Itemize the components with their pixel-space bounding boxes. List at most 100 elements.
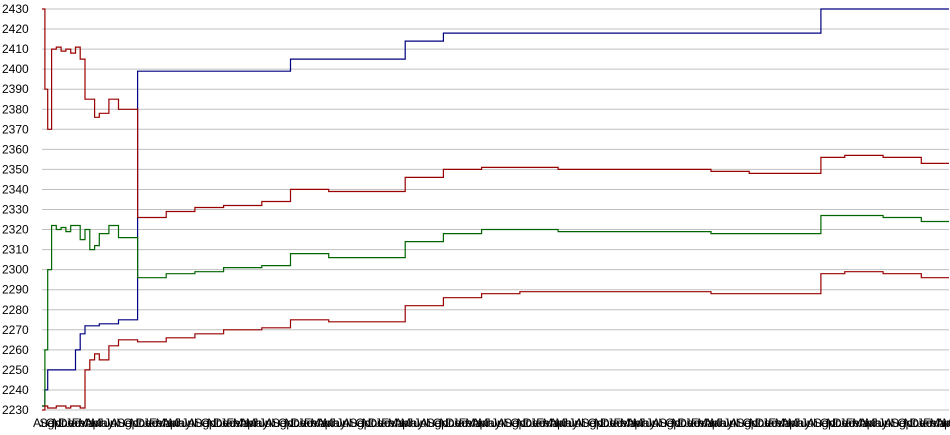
x-tick-label: Dec bbox=[756, 416, 777, 430]
x-tick-label: Apr bbox=[627, 416, 646, 430]
x-tick-label: Jul bbox=[181, 416, 196, 430]
x-tick-label: Oct bbox=[665, 416, 684, 430]
x-tick-label: Dec bbox=[523, 416, 544, 430]
x-tick-label: Jul bbox=[878, 416, 893, 430]
x-tick-label: May bbox=[710, 416, 733, 430]
x-tick-label: Jan bbox=[375, 416, 394, 430]
y-tick-label: 2270 bbox=[2, 323, 29, 337]
x-tick-label: Sep bbox=[891, 416, 913, 430]
x-tick-label: May bbox=[943, 416, 950, 430]
x-tick-label: Nov bbox=[439, 416, 460, 430]
x-tick-label: Oct bbox=[123, 416, 142, 430]
x-tick-label: Jun bbox=[98, 416, 117, 430]
x-tick-label: Oct bbox=[433, 416, 452, 430]
x-tick-label: May bbox=[556, 416, 579, 430]
x-tick-label: Jul bbox=[336, 416, 351, 430]
x-tick-label: Jun bbox=[175, 416, 194, 430]
x-tick-label: Nov bbox=[52, 416, 73, 430]
x-tick-label: Dec bbox=[59, 416, 80, 430]
x-tick-label: Mar bbox=[852, 416, 873, 430]
x-tick-label: Aug bbox=[188, 416, 209, 430]
x-tick-label: Mar bbox=[233, 416, 254, 430]
x-tick-label: Feb bbox=[768, 416, 789, 430]
x-tick-label: Aug bbox=[265, 416, 286, 430]
x-tick-label: Aug bbox=[730, 416, 751, 430]
x-tick-label: Nov bbox=[207, 416, 228, 430]
y-tick-label: 2320 bbox=[2, 223, 29, 237]
x-tick-label: Sep bbox=[814, 416, 836, 430]
x-tick-label: Apr bbox=[317, 416, 336, 430]
x-tick-label: Apr bbox=[85, 416, 104, 430]
x-tick-label: Aug bbox=[652, 416, 673, 430]
x-tick-label: Apr bbox=[859, 416, 878, 430]
x-tick-label: Feb bbox=[149, 416, 170, 430]
x-tick-label: Nov bbox=[904, 416, 925, 430]
x-tick-label: Mar bbox=[930, 416, 950, 430]
x-tick-label: Oct bbox=[356, 416, 375, 430]
x-tick-label: Apr bbox=[239, 416, 258, 430]
x-tick-label: Feb bbox=[846, 416, 867, 430]
y-tick-label: 2420 bbox=[2, 22, 29, 36]
x-tick-label: Jul bbox=[104, 416, 119, 430]
x-tick-label: Nov bbox=[672, 416, 693, 430]
x-tick-label: Oct bbox=[510, 416, 529, 430]
x-tick-label: Aug bbox=[343, 416, 364, 430]
x-tick-label: Mar bbox=[156, 416, 177, 430]
series-line-1 bbox=[42, 8, 949, 407]
y-axis: 2230 2240 2250 2260 2270 2280 2290 2300 2310 2320… bbox=[2, 2, 29, 417]
x-tick-label: Jun bbox=[794, 416, 813, 430]
x-tick-label: Apr bbox=[936, 416, 950, 430]
y-tick-label: 2240 bbox=[2, 383, 29, 397]
x-tick-label: Jun bbox=[252, 416, 271, 430]
y-tick-label: 2300 bbox=[2, 263, 29, 277]
x-tick-label: Jun bbox=[485, 416, 504, 430]
x-tick-label: Sep bbox=[117, 416, 139, 430]
x-tick-label: Jan bbox=[452, 416, 471, 430]
x-tick-label: Jan bbox=[839, 416, 858, 430]
x-tick-label: May bbox=[478, 416, 501, 430]
x-tick-label: Mar bbox=[543, 416, 564, 430]
x-tick-label: Nov bbox=[285, 416, 306, 430]
x-tick-label: May bbox=[865, 416, 888, 430]
x-tick-label: Aug bbox=[33, 416, 54, 430]
x-tick-label: Dec bbox=[214, 416, 235, 430]
y-tick-label: 2380 bbox=[2, 102, 29, 116]
x-tick-label: Jul bbox=[646, 416, 661, 430]
x-tick-label: Jan bbox=[220, 416, 239, 430]
x-tick-label: Dec bbox=[446, 416, 467, 430]
y-tick-label: 2430 bbox=[2, 2, 29, 16]
x-tick-label: Oct bbox=[201, 416, 220, 430]
x-tick-label: Dec bbox=[291, 416, 312, 430]
x-tick-label: Sep bbox=[736, 416, 758, 430]
x-tick-label: Sep bbox=[349, 416, 371, 430]
x-tick-label: Feb bbox=[227, 416, 248, 430]
x-tick-label: Aug bbox=[498, 416, 519, 430]
y-tick-label: 2310 bbox=[2, 243, 29, 257]
x-tick-label: Jun bbox=[717, 416, 736, 430]
x-tick-label: May bbox=[788, 416, 811, 430]
x-tick-label: Apr bbox=[394, 416, 413, 430]
x-tick-label: Sep bbox=[427, 416, 449, 430]
x-tick-label: Aug bbox=[885, 416, 906, 430]
x-tick-label: May bbox=[323, 416, 346, 430]
y-tick-label: 2260 bbox=[2, 343, 29, 357]
y-tick-label: 2410 bbox=[2, 42, 29, 56]
x-tick-label: Dec bbox=[136, 416, 157, 430]
x-tick-label: Feb bbox=[923, 416, 944, 430]
x-tick-label: May bbox=[169, 416, 192, 430]
y-tick-label: 2340 bbox=[2, 182, 29, 196]
x-tick-label: Dec bbox=[368, 416, 389, 430]
x-tick-label: Jan bbox=[530, 416, 549, 430]
x-tick-label: Nov bbox=[826, 416, 847, 430]
x-tick-label: Mar bbox=[388, 416, 409, 430]
x-tick-label: Sep bbox=[272, 416, 294, 430]
x-tick-label: Aug bbox=[420, 416, 441, 430]
x-tick-label: Jan bbox=[607, 416, 626, 430]
grid bbox=[42, 8, 949, 411]
x-tick-label: Aug bbox=[807, 416, 828, 430]
x-tick-label: Feb bbox=[614, 416, 635, 430]
x-tick-label: Feb bbox=[536, 416, 557, 430]
x-tick-label: Nov bbox=[130, 416, 151, 430]
x-tick-label: Dec bbox=[678, 416, 699, 430]
